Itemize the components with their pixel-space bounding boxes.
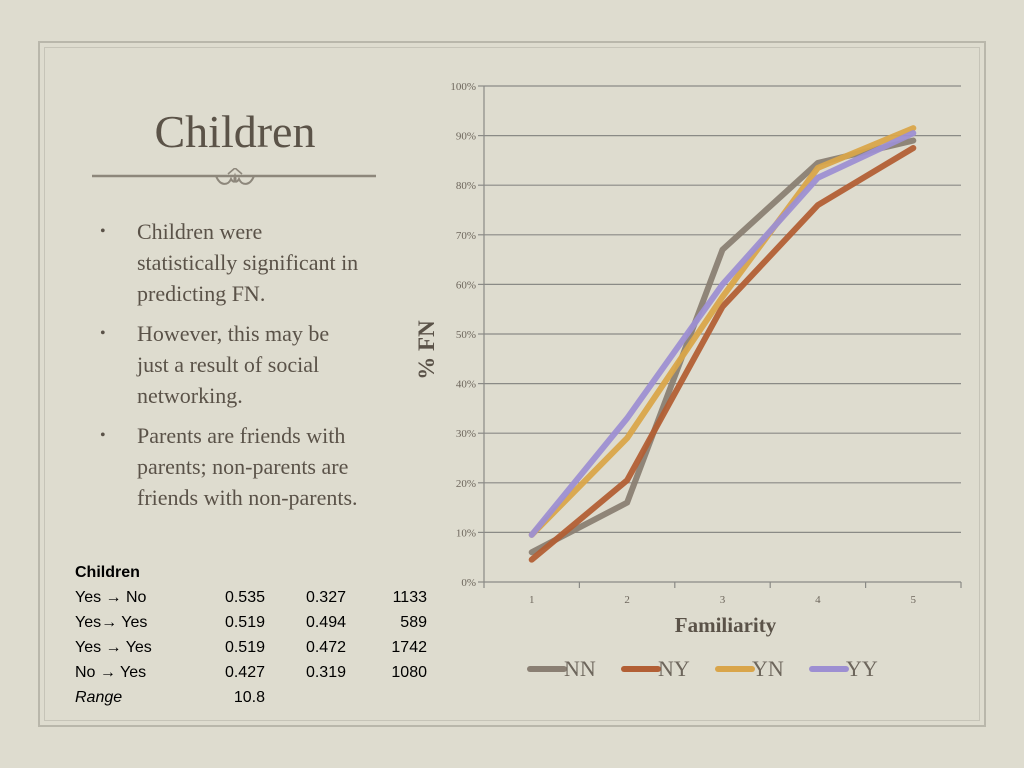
cell-b: 0.472 — [305, 638, 346, 656]
table-row: Range 10.8 — [75, 685, 427, 710]
y-tick-label: 30% — [456, 428, 476, 440]
y-tick-label: 100% — [450, 81, 476, 93]
cell-a: 0.535 — [224, 588, 265, 606]
row-label: Yes → No — [75, 588, 147, 606]
bullet-dot: • — [100, 223, 106, 240]
x-tick-label: 2 — [624, 594, 630, 606]
y-tick-label: 90% — [456, 131, 476, 143]
y-tick-label: 60% — [456, 279, 476, 291]
cell-a: 10.8 — [233, 688, 265, 706]
y-tick-label: 0% — [461, 577, 476, 589]
cell-a: 0.519 — [224, 613, 265, 631]
title-ornament-divider — [92, 168, 376, 185]
cell-n: 1742 — [391, 638, 427, 656]
series-line-nn — [528, 137, 917, 556]
legend-label-nn: NN — [564, 656, 596, 681]
bullet-item: • Children were statistically significan… — [100, 216, 360, 309]
table-row: Yes → Yes 0.519 0.472 1742 — [75, 635, 427, 660]
y-axis-title: % FN — [414, 320, 439, 380]
bullet-text: Parents are friends with parents; non-pa… — [137, 423, 358, 510]
bullet-text: Children were statistically significant … — [137, 219, 359, 306]
slide-frame-outer — [38, 41, 986, 727]
x-tick-label: 5 — [911, 594, 917, 606]
legend-label-ny: NY — [658, 656, 690, 681]
cell-n: 589 — [400, 613, 427, 631]
cell-b: 0.327 — [305, 588, 346, 606]
row-label: Yes→ Yes — [75, 613, 148, 631]
legend-label-yy: YY — [846, 656, 878, 681]
cell-b: 0.494 — [305, 613, 346, 631]
legend-label-yn: YN — [752, 656, 784, 681]
slide-title: Children — [154, 106, 316, 157]
y-tick-label: 70% — [456, 230, 476, 242]
slide-frame-inner — [44, 47, 980, 721]
row-label: Yes → Yes — [75, 638, 152, 656]
bullet-item: • Parents are friends with parents; non-… — [100, 420, 360, 513]
table-row: Yes → No 0.535 0.327 1133 — [75, 585, 427, 610]
cell-a: 0.427 — [224, 663, 265, 681]
x-axis-title: Familiarity — [675, 613, 777, 637]
table-header: Children — [75, 563, 140, 581]
table-row: No → Yes 0.427 0.319 1080 — [75, 660, 427, 685]
children-stats-table: Children Yes → No 0.535 0.327 1133 Yes→ … — [75, 560, 427, 710]
bullet-text: However, this may be just a result of so… — [137, 321, 330, 408]
table-header-row: Children — [75, 560, 427, 585]
x-tick-label: 1 — [529, 594, 535, 606]
x-tick-label: 4 — [815, 594, 821, 606]
y-tick-label: 10% — [456, 527, 476, 539]
table-row: Yes→ Yes 0.519 0.494 589 — [75, 610, 427, 635]
cell-b — [265, 685, 346, 710]
line-chart: 0% 10% 20% 30% 40% 50% 60% 70% 80% 90% 100% 1 2 3 4 5 Fa… — [414, 81, 962, 681]
row-label: No → Yes — [75, 663, 147, 681]
cell-n: 1133 — [392, 588, 427, 606]
bullet-dot: • — [100, 427, 106, 444]
y-tick-label: 40% — [456, 379, 476, 391]
bullet-item: • However, this may be just a result of … — [100, 318, 360, 411]
series-line-yn — [528, 125, 917, 538]
series-line-ny — [528, 145, 917, 563]
y-tick-label: 80% — [456, 180, 476, 192]
bullet-dot: • — [100, 325, 106, 342]
series-line-yy — [528, 130, 917, 538]
bullet-list: • Children were statistically significan… — [100, 216, 360, 522]
y-tick-label: 50% — [456, 329, 476, 341]
cell-b: 0.319 — [305, 663, 346, 681]
y-tick-label: 20% — [456, 478, 476, 490]
row-label: Range — [75, 688, 123, 706]
cell-a: 0.519 — [224, 638, 265, 656]
cell-n: 1080 — [391, 663, 427, 681]
x-tick-label: 3 — [720, 594, 726, 606]
